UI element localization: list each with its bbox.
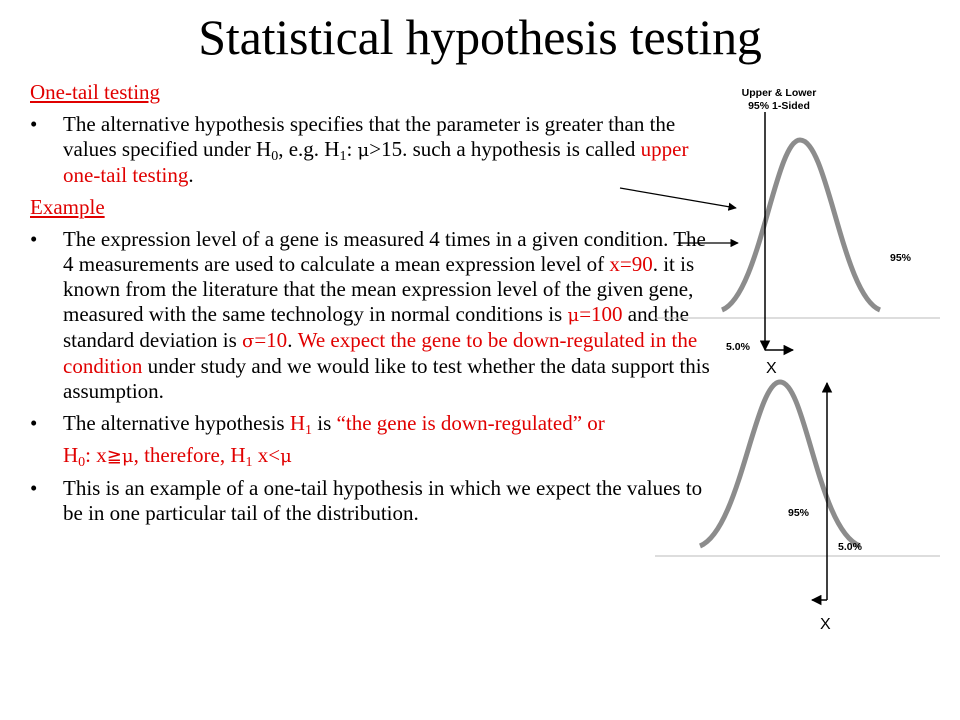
text: The expression level of a gene is measur…	[63, 227, 706, 276]
slide-body: One-tail testing • The alternative hypot…	[30, 80, 710, 533]
text: This is an example of a one-tail hypothe…	[63, 476, 703, 525]
text: . it is known from the literature that t…	[63, 252, 695, 326]
slide-title: Statistical hypothesis testing	[198, 9, 762, 65]
bullet-one-tail-example: • This is an example of a one-tail hypot…	[30, 476, 710, 526]
text: , e.g. H	[278, 137, 340, 161]
text: >15. such a hypothesis is called	[369, 137, 641, 161]
bullet-dot: •	[30, 112, 38, 136]
text: :	[346, 137, 358, 161]
highlight-text: H	[289, 411, 306, 435]
pointer-arrow-upper	[619, 187, 737, 211]
text: under study and we would like to test wh…	[63, 354, 710, 403]
normal-curve	[698, 379, 862, 549]
highlight-text: We expect the gene to be down-regulated …	[63, 328, 698, 378]
text: is	[312, 411, 337, 435]
mu-symbol: μ	[280, 446, 292, 467]
bullet-dot: •	[30, 476, 38, 500]
text: and the standard deviation is	[63, 302, 690, 352]
subscript: 1	[305, 423, 313, 438]
mu-symbol: μ	[567, 305, 580, 326]
figure-caption-line2: 95% 1-Sided	[748, 100, 810, 112]
null-hypothesis-line: H0: x≧μ, therefore, H1 x<μ	[30, 443, 710, 470]
highlight-text: x=90	[609, 252, 653, 276]
example-heading: Example	[30, 195, 105, 219]
text: .	[188, 163, 194, 187]
x-axis-label: X	[766, 360, 777, 377]
one-tail-heading: One-tail testing	[30, 80, 161, 104]
percent-95-label: 95%	[890, 252, 912, 264]
mu-symbol: μ	[121, 446, 134, 467]
subscript: 0	[271, 149, 279, 164]
text: .	[287, 328, 298, 352]
highlight-text: =100	[579, 302, 623, 326]
bullet-example: • The expression level of a gene is meas…	[30, 227, 710, 404]
lower-tail-figure: 95% 5.0% X	[655, 379, 940, 633]
percent-5-label: 5.0%	[726, 341, 751, 353]
text: , therefore, H	[133, 443, 246, 467]
subscript: 1	[339, 149, 347, 164]
x-axis-label: X	[820, 616, 831, 633]
text: The alternative hypothesis	[63, 411, 290, 435]
highlight-text: upper one-tail testing	[63, 137, 689, 187]
text: The alternative hypothesis specifies tha…	[63, 112, 676, 161]
sigma-symbol: σ	[242, 331, 255, 352]
text: : x	[85, 443, 107, 467]
percent-95-label: 95%	[788, 507, 810, 519]
bullet-alternative-hypothesis: • The alternative hypothesis H1 is “the …	[30, 411, 710, 438]
subscript: 1	[245, 455, 253, 470]
figure-caption-line1: Upper & Lower	[742, 87, 817, 99]
mu-symbol: μ	[357, 140, 370, 161]
subscript: 0	[78, 455, 86, 470]
text: x<	[252, 443, 281, 467]
highlight-text: “the gene is down-regulated” or	[336, 411, 605, 435]
bullet-dot: •	[30, 227, 38, 251]
bullet-dot: •	[30, 411, 38, 435]
upper-tail-figure: Upper & Lower 95% 1-Sided 95% 5.0% X	[655, 87, 940, 377]
normal-curve	[720, 137, 882, 313]
text: H	[63, 443, 79, 467]
percent-5-label: 5.0%	[838, 541, 863, 553]
bullet-one-tail-definition: • The alternative hypothesis specifies t…	[30, 112, 710, 188]
geq-symbol: ≧	[106, 446, 122, 467]
highlight-text: =10	[254, 328, 288, 352]
